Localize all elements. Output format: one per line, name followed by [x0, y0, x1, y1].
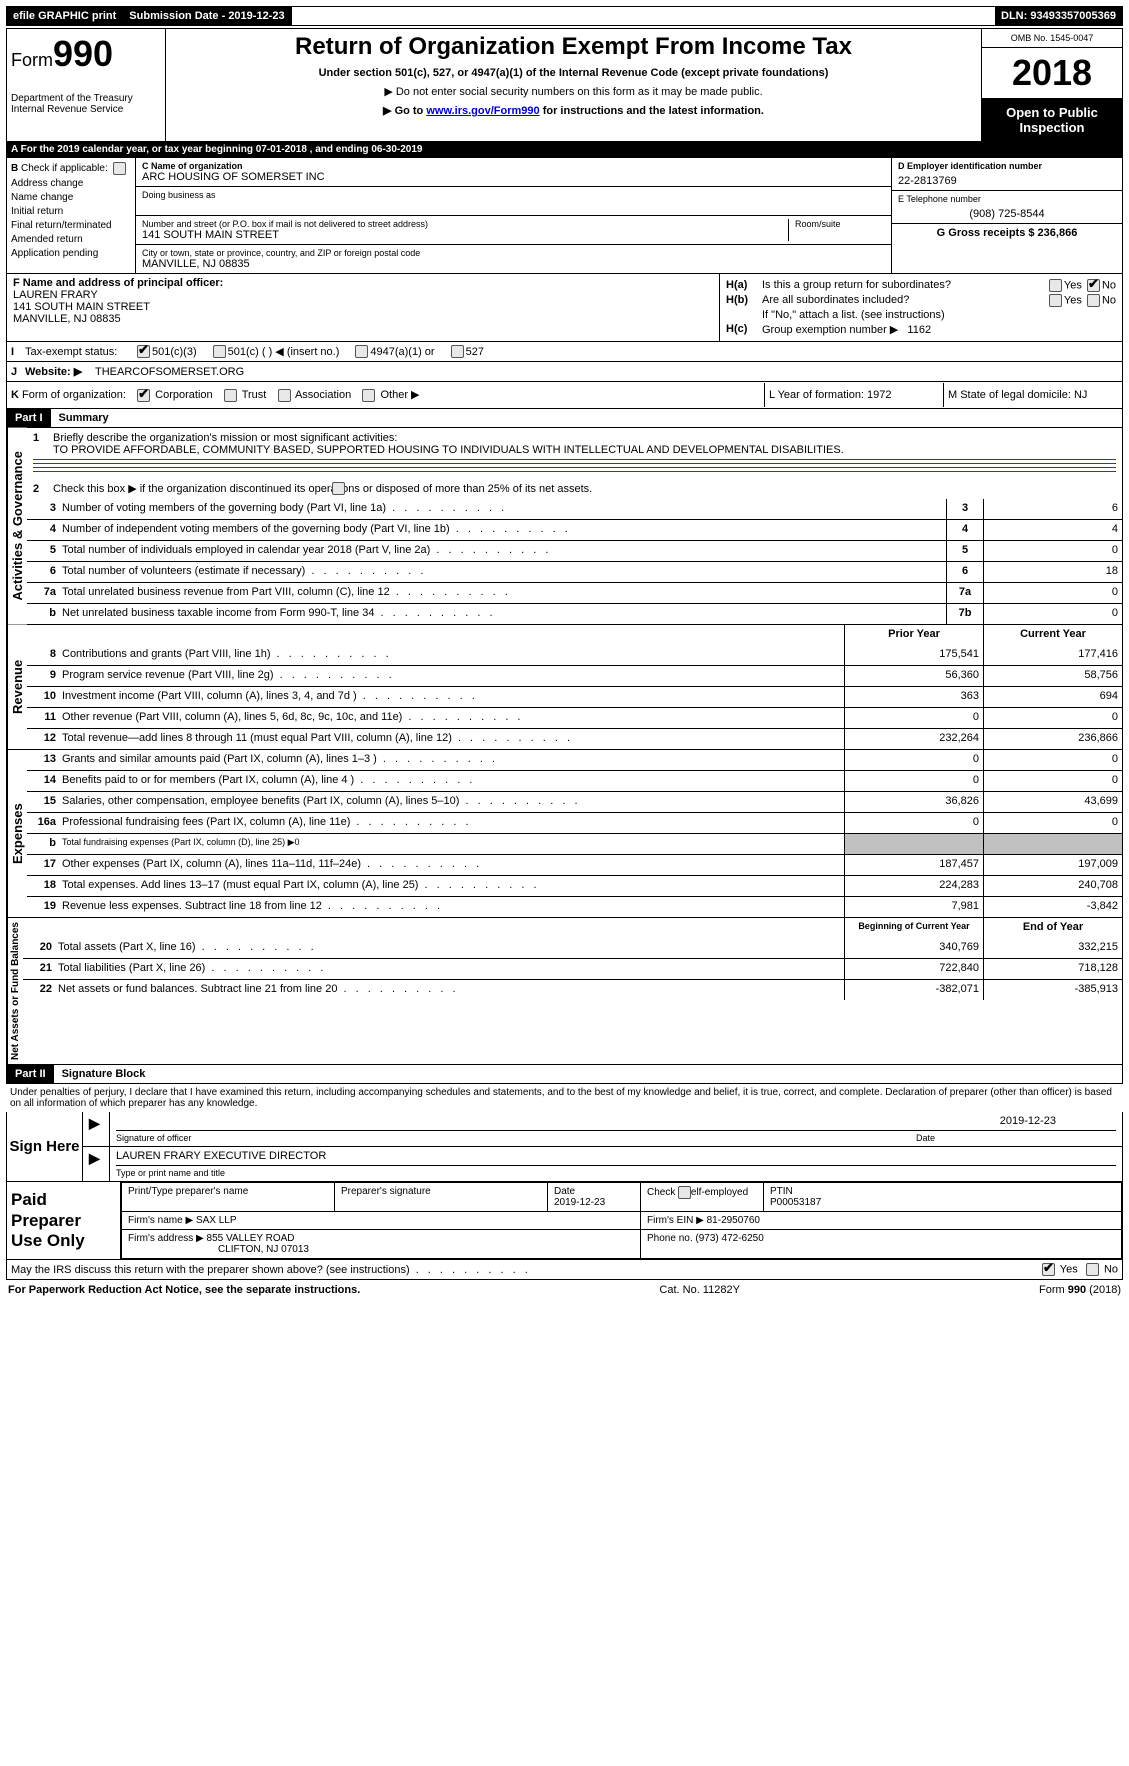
- officer-name-title: LAUREN FRARY EXECUTIVE DIRECTOR: [116, 1150, 1116, 1162]
- net-assets-section: Net Assets or Fund Balances Beginning of…: [6, 918, 1123, 1065]
- ha-yes[interactable]: [1049, 279, 1062, 292]
- state-domicile: M State of legal domicile: NJ: [943, 383, 1122, 407]
- form-number: 990: [53, 33, 113, 74]
- mission-text: TO PROVIDE AFFORDABLE, COMMUNITY BASED, …: [53, 444, 1116, 456]
- omb-number: OMB No. 1545-0047: [982, 29, 1122, 48]
- open-to-public: Open to Public Inspection: [982, 99, 1122, 141]
- section-c: C Name of organizationARC HOUSING OF SOM…: [136, 158, 891, 273]
- f-h-section: F Name and address of principal officer:…: [6, 274, 1123, 342]
- check-item: Application pending: [11, 248, 131, 259]
- footer: For Paperwork Reduction Act Notice, see …: [6, 1280, 1123, 1300]
- ptin: P00053187: [770, 1197, 821, 1208]
- submission-date: Submission Date - 2019-12-23: [123, 7, 291, 25]
- irs-link[interactable]: www.irs.gov/Form990: [426, 105, 539, 117]
- hb-yes[interactable]: [1049, 294, 1062, 307]
- preparer-table: Print/Type preparer's name Preparer's si…: [121, 1182, 1122, 1259]
- line-j: J Website: ▶ THEARCOFSOMERSET.ORG: [6, 362, 1123, 382]
- sign-here-section: Sign Here ▶ 2019-12-23Signature of offic…: [6, 1112, 1123, 1182]
- discuss-no[interactable]: [1086, 1263, 1099, 1276]
- check-item: Name change: [11, 192, 131, 203]
- website: THEARCOFSOMERSET.ORG: [95, 366, 244, 378]
- line-k-l-m: K Form of organization: Corporation Trus…: [6, 382, 1123, 409]
- activities-governance: Activities & Governance 1Briefly describ…: [6, 428, 1123, 626]
- ssn-note: ▶ Do not enter social security numbers o…: [170, 85, 977, 98]
- discuss-row: May the IRS discuss this return with the…: [6, 1260, 1123, 1280]
- efile-label: efile GRAPHIC print: [7, 7, 123, 25]
- firm-phone: (973) 472-6250: [695, 1233, 763, 1244]
- irs-label: Internal Revenue Service: [11, 104, 161, 115]
- cb-assoc[interactable]: [278, 389, 291, 402]
- cb-other[interactable]: [362, 389, 375, 402]
- year-formation: L Year of formation: 1972: [764, 383, 943, 407]
- form-prefix: Form: [11, 50, 53, 70]
- revenue-section: Revenue Prior Year Current Year 8Contrib…: [6, 625, 1123, 750]
- part1-header: Part I Summary: [6, 409, 1123, 428]
- part2-header: Part II Signature Block: [6, 1065, 1123, 1084]
- city-state-zip: MANVILLE, NJ 08835: [142, 258, 885, 270]
- ha-no[interactable]: [1087, 279, 1100, 292]
- line-a: A For the 2019 calendar year, or tax yea…: [6, 142, 1123, 158]
- cb-trust[interactable]: [224, 389, 237, 402]
- penalties-text: Under penalties of perjury, I declare th…: [6, 1084, 1123, 1112]
- cb-501c[interactable]: [213, 345, 226, 358]
- check-item: Amended return: [11, 234, 131, 245]
- dln: DLN: 93493357005369: [995, 7, 1122, 25]
- form-header: Form990 Department of the Treasury Inter…: [6, 28, 1123, 142]
- checkbox-applicable[interactable]: [113, 162, 126, 175]
- cb-discontinued[interactable]: [332, 482, 345, 495]
- expenses-section: Expenses 13Grants and similar amounts pa…: [6, 750, 1123, 918]
- firm-ein: 81-2950760: [707, 1215, 760, 1226]
- goto-pre: ▶ Go to: [383, 105, 426, 117]
- discuss-yes[interactable]: [1042, 1263, 1055, 1276]
- info-section: B Check if applicable: Address changeNam…: [6, 158, 1123, 274]
- firm-name: SAX LLP: [196, 1215, 237, 1226]
- cb-4947[interactable]: [355, 345, 368, 358]
- group-exemption: 1162: [907, 324, 931, 336]
- hb-no[interactable]: [1087, 294, 1100, 307]
- gross-receipts: G Gross receipts $ 236,866: [937, 227, 1078, 239]
- section-d-e-g: D Employer identification number22-28137…: [891, 158, 1122, 273]
- officer-name: LAUREN FRARY: [13, 289, 713, 301]
- cb-527[interactable]: [451, 345, 464, 358]
- phone: (908) 725-8544: [898, 208, 1116, 220]
- form-subtitle: Under section 501(c), 527, or 4947(a)(1)…: [170, 67, 977, 79]
- tax-year: 2018: [982, 48, 1122, 99]
- dept-treasury: Department of the Treasury: [11, 93, 161, 104]
- check-item: Address change: [11, 178, 131, 189]
- check-item: Final return/terminated: [11, 220, 131, 231]
- goto-post: for instructions and the latest informat…: [540, 105, 764, 117]
- line-i: I Tax-exempt status: 501(c)(3) 501(c) ( …: [6, 342, 1123, 362]
- top-bar: efile GRAPHIC print Submission Date - 20…: [6, 6, 1123, 26]
- cb-501c3[interactable]: [137, 345, 150, 358]
- cb-corp[interactable]: [137, 389, 150, 402]
- org-name: ARC HOUSING OF SOMERSET INC: [142, 171, 885, 183]
- ein: 22-2813769: [898, 175, 1116, 187]
- cb-self-employed[interactable]: [678, 1186, 691, 1199]
- street: 141 SOUTH MAIN STREET: [142, 229, 788, 241]
- paid-preparer-section: Paid Preparer Use Only Print/Type prepar…: [6, 1182, 1123, 1260]
- section-b: B Check if applicable: Address changeNam…: [7, 158, 136, 273]
- form-title: Return of Organization Exempt From Incom…: [170, 33, 977, 61]
- check-item: Initial return: [11, 206, 131, 217]
